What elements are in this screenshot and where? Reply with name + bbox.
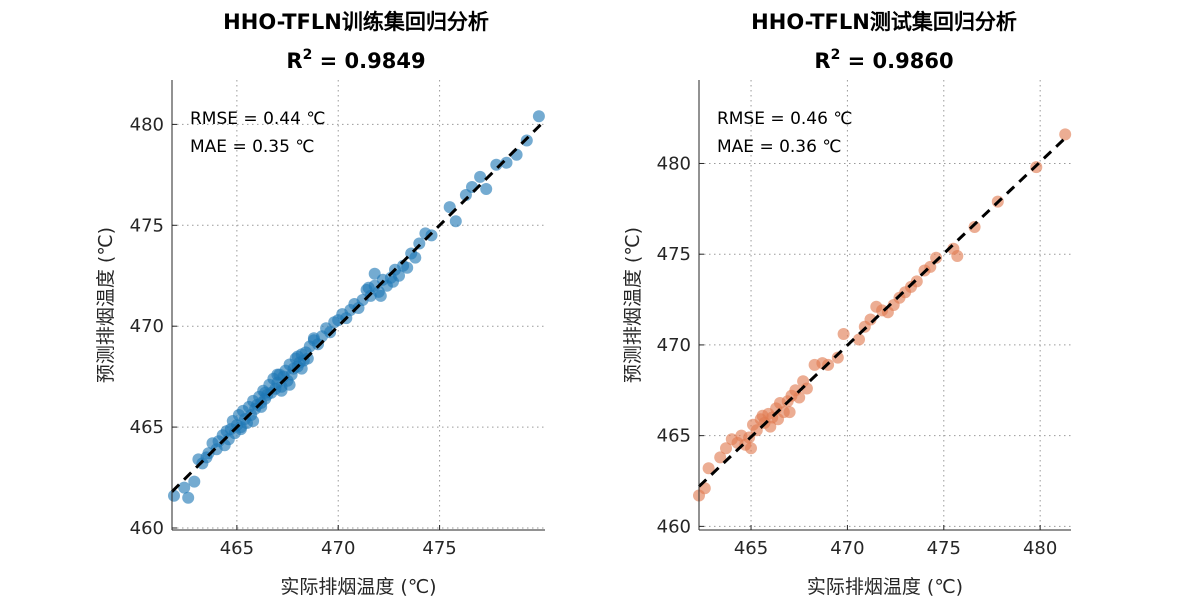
- x-tick-label: 465: [734, 538, 768, 559]
- data-point: [1059, 128, 1072, 141]
- chart-panel-1: 465 470 475 460 465 470 475 480 HHO-TFLN训练集回归分析 R…: [95, 10, 545, 598]
- x-tick-label: 475: [422, 538, 456, 559]
- data-point: [247, 415, 260, 427]
- y-tick-label: 475: [130, 215, 164, 236]
- y-tick-label: 475: [657, 244, 691, 265]
- r-squared-value: = 0.9849: [312, 49, 425, 73]
- x-axis-label: 实际排烟温度 (℃): [807, 576, 963, 598]
- data-point: [756, 409, 769, 422]
- data-point: [474, 170, 487, 183]
- x-tick-label: 470: [321, 538, 355, 559]
- x-tick-label: 475: [927, 538, 961, 559]
- data-point: [745, 442, 757, 455]
- data-point: [368, 267, 381, 280]
- data-point: [951, 250, 964, 262]
- y-tick-label: 460: [657, 516, 691, 537]
- chart-title: HHO-TFLN训练集回归分析: [223, 10, 489, 34]
- rmse-annotation: RMSE = 0.46 ℃: [717, 109, 852, 129]
- data-point: [480, 183, 493, 195]
- r-squared-value: = 0.9860: [840, 49, 953, 73]
- fit-line: [170, 123, 543, 493]
- data-point: [182, 491, 195, 504]
- r-squared-symbol: R: [814, 49, 830, 73]
- y-tick-label: 460: [130, 518, 164, 539]
- y-tick-label: 465: [657, 426, 691, 447]
- y-tick-label: 465: [130, 417, 164, 438]
- x-tick-label: 470: [830, 538, 864, 559]
- chart-title: HHO-TFLN测试集回归分析: [751, 10, 1017, 34]
- data-point: [764, 420, 777, 433]
- data-point: [772, 413, 784, 426]
- data-point: [409, 251, 422, 264]
- mae-annotation: MAE = 0.35 ℃: [190, 137, 314, 157]
- data-point: [793, 391, 806, 404]
- data-point: [702, 462, 715, 475]
- data-point: [783, 406, 796, 419]
- data-point: [374, 289, 387, 302]
- data-point: [831, 351, 844, 364]
- data-point: [714, 451, 727, 464]
- y-axis-label: 预测排烟温度 (℃): [622, 227, 644, 383]
- y-tick-label: 480: [130, 114, 164, 135]
- data-point: [449, 215, 462, 228]
- data-point: [178, 481, 191, 494]
- x-tick-label: 480: [1023, 538, 1057, 559]
- data-point: [259, 386, 272, 399]
- data-point: [910, 275, 923, 288]
- chart-panel-2: 465 470 475 480 460 465 470 475 480 HHO-TFLN测试集回归…: [622, 10, 1072, 598]
- data-point: [720, 442, 732, 455]
- data-point: [930, 251, 943, 264]
- data-point: [168, 489, 180, 502]
- chart-subtitle: R2 = 0.9860: [814, 47, 953, 73]
- data-point: [271, 368, 284, 381]
- data-point: [291, 350, 304, 363]
- data-point: [443, 201, 456, 214]
- mae-annotation: MAE = 0.36 ℃: [717, 137, 841, 157]
- data-point: [532, 110, 545, 123]
- data-point: [500, 156, 513, 169]
- data-point: [853, 333, 865, 346]
- y-tick-label: 470: [130, 316, 164, 337]
- data-point: [837, 328, 850, 340]
- y-axis-label: 预测排烟温度 (℃): [95, 227, 117, 383]
- rmse-annotation: RMSE = 0.44 ℃: [190, 109, 325, 129]
- data-point: [362, 281, 375, 294]
- r-squared-superscript: 2: [831, 47, 841, 63]
- data-point: [968, 221, 981, 233]
- r-squared-symbol: R: [286, 49, 302, 73]
- data-point: [387, 275, 399, 288]
- r-squared-superscript: 2: [303, 47, 313, 63]
- y-tick-label: 480: [657, 153, 691, 174]
- chart-subtitle: R2 = 0.9849: [286, 47, 425, 73]
- data-point: [188, 475, 201, 488]
- data-point: [401, 261, 414, 274]
- data-point: [307, 332, 320, 345]
- y-tick-label: 470: [657, 335, 691, 356]
- data-point: [275, 384, 288, 397]
- x-tick-label: 465: [220, 538, 254, 559]
- x-axis-label: 实际排烟温度 (℃): [280, 576, 436, 598]
